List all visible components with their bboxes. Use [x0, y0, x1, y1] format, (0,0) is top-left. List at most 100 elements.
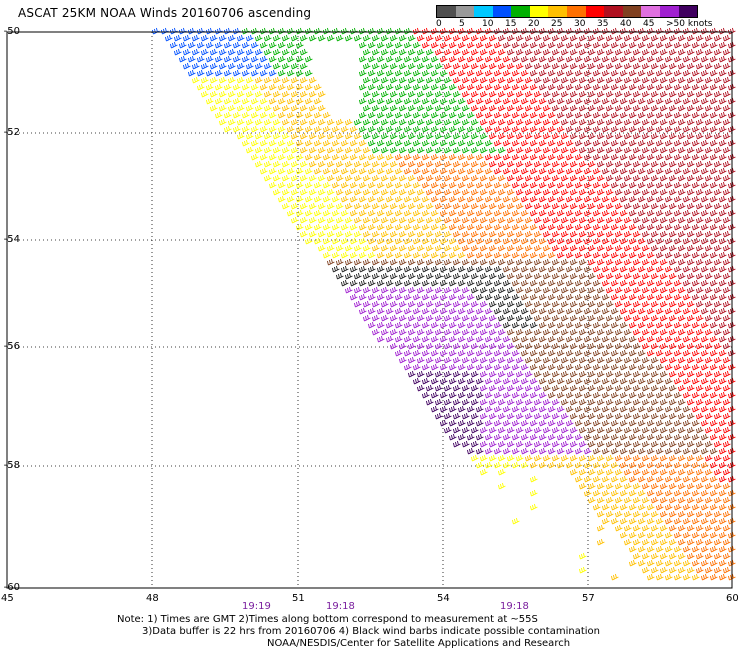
wind-barb: [515, 342, 524, 350]
legend-swatch: [641, 6, 660, 17]
wind-barb: [565, 461, 574, 469]
wind-barb: [646, 265, 655, 273]
wind-barb: [457, 125, 466, 133]
wind-barb: [191, 62, 200, 70]
wind-barb: [425, 216, 434, 224]
wind-barb: [623, 132, 632, 140]
wind-barb: [214, 41, 223, 49]
time-label: 19:19: [242, 601, 271, 612]
wind-barb: [691, 461, 700, 469]
wind-barb: [277, 139, 286, 147]
wind-barb: [623, 216, 632, 224]
wind-barb: [443, 412, 452, 420]
wind-barb: [718, 181, 727, 189]
wind-barb: [713, 510, 722, 518]
wind-barb: [511, 153, 520, 161]
wind-barb: [448, 181, 457, 189]
wind-barb: [497, 104, 506, 112]
wind-barb: [664, 559, 673, 567]
wind-barb: [596, 230, 605, 238]
wind-barb: [538, 195, 547, 203]
wind-barb: [394, 69, 403, 77]
wind-barb: [457, 41, 466, 49]
wind-barb: [587, 76, 596, 84]
wind-barb: [641, 426, 650, 434]
wind-barb: [587, 272, 596, 280]
wind-barb: [457, 293, 466, 301]
wind-barb: [488, 230, 497, 238]
wind-barb: [502, 363, 511, 371]
wind-barb: [205, 97, 214, 105]
wind-barb: [398, 300, 407, 308]
wind-barb: [515, 90, 524, 98]
wind-barb: [722, 314, 731, 322]
wind-barb: [434, 188, 443, 196]
wind-barb: [488, 174, 497, 182]
wind-barb: [560, 48, 569, 56]
wind-barb: [686, 216, 695, 224]
wind-barb: [551, 258, 560, 266]
wind-barb: [484, 307, 493, 315]
wind-barb: [601, 335, 610, 343]
legend-label: 0: [436, 19, 442, 29]
wind-barb: [542, 132, 551, 140]
wind-barb: [650, 230, 659, 238]
wind-barb: [430, 27, 439, 35]
wind-barb: [412, 321, 421, 329]
wind-barb: [718, 335, 727, 343]
wind-barb: [385, 251, 394, 259]
wind-barb: [506, 314, 515, 322]
wind-barb: [425, 174, 434, 182]
wind-barb: [457, 335, 466, 343]
wind-barb: [673, 531, 682, 539]
wind-barb: [367, 195, 376, 203]
wind-barb: [659, 244, 668, 252]
wind-barb: [700, 69, 709, 77]
wind-barb: [416, 314, 425, 322]
wind-barb: [556, 167, 565, 175]
wind-barb: [704, 384, 713, 392]
wind-barb: [371, 328, 380, 336]
wind-barb: [655, 559, 664, 567]
wind-barb: [385, 265, 394, 273]
wind-barb: [628, 181, 637, 189]
wind-barb: [700, 27, 709, 35]
wind-barb: [700, 223, 709, 231]
wind-barb: [610, 335, 619, 343]
wind-barb: [722, 48, 731, 56]
wind-barb: [416, 258, 425, 266]
wind-barb: [556, 83, 565, 91]
wind-barb: [547, 209, 556, 217]
wind-barb: [583, 139, 592, 147]
wind-barb: [322, 27, 331, 35]
wind-barb: [718, 41, 727, 49]
wind-barb: [596, 328, 605, 336]
wind-barb: [484, 139, 493, 147]
wind-barb: [628, 293, 637, 301]
wind-barb: [398, 286, 407, 294]
wind-barb: [578, 566, 587, 574]
wind-barb: [718, 405, 727, 413]
wind-barb: [574, 349, 583, 357]
wind-barb: [511, 41, 520, 49]
wind-barb: [623, 160, 632, 168]
wind-barb: [245, 146, 254, 154]
wind-barb: [281, 118, 290, 126]
wind-barb: [659, 160, 668, 168]
wind-barb: [664, 433, 673, 441]
wind-barb: [466, 237, 475, 245]
wind-barb: [241, 27, 250, 35]
wind-barb: [484, 433, 493, 441]
wind-barb: [403, 251, 412, 259]
wind-barb: [488, 454, 497, 462]
wind-barb: [677, 104, 686, 112]
wind-barb: [488, 272, 497, 280]
wind-barb: [695, 216, 704, 224]
wind-barb: [538, 405, 547, 413]
wind-barb: [416, 48, 425, 56]
wind-barb: [650, 538, 659, 546]
wind-barb: [704, 524, 713, 532]
wind-barb: [506, 202, 515, 210]
wind-barb: [691, 279, 700, 287]
wind-barb: [524, 202, 533, 210]
